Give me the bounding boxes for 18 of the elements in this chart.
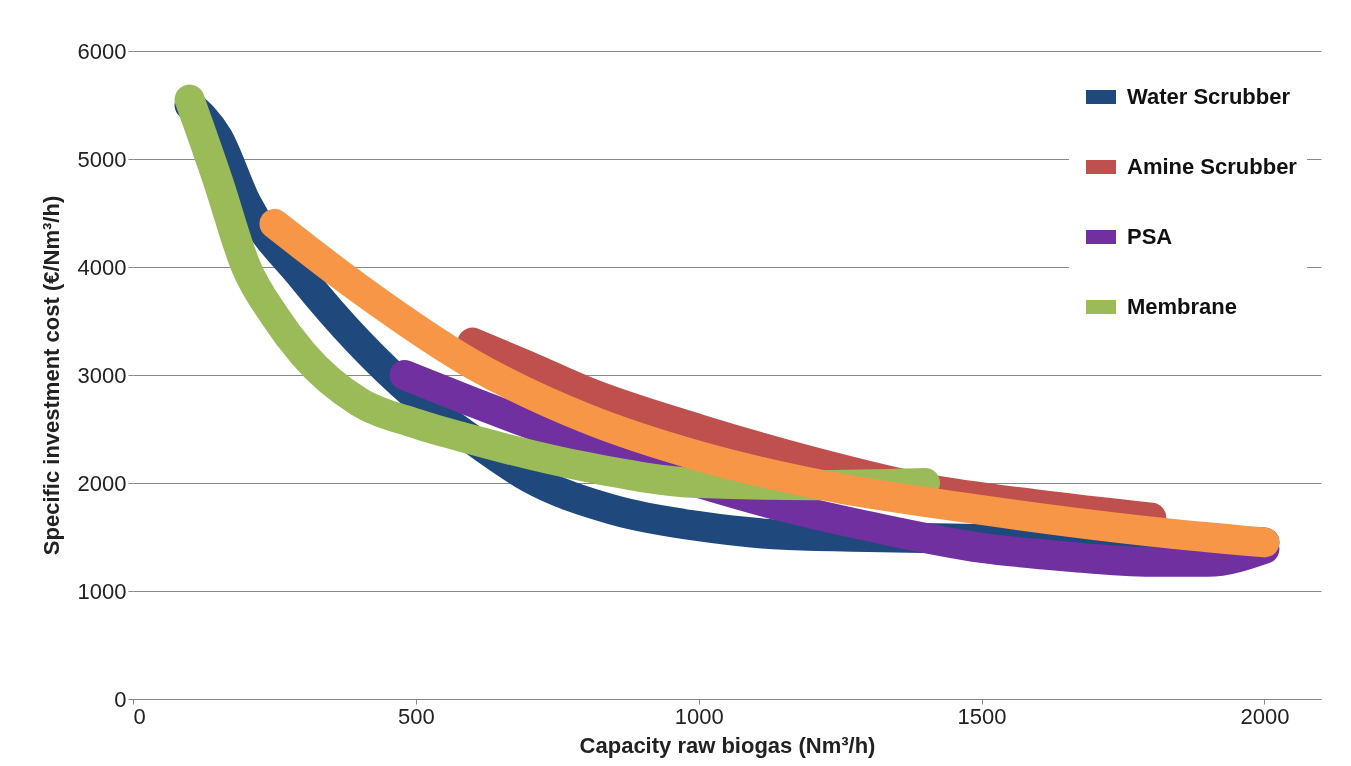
legend-label: PSA: [1127, 224, 1173, 249]
legend-label: Membrane: [1127, 294, 1238, 319]
y-tick-label: 5000: [77, 146, 127, 172]
y-tick-label: 0: [114, 686, 127, 712]
x-tick-label: 1000: [674, 703, 724, 729]
y-tick-label: 6000: [77, 38, 127, 64]
legend-label: Amine Scrubber: [1127, 154, 1298, 179]
y-tick-label: 1000: [77, 578, 127, 604]
legend-label: Water Scrubber: [1127, 84, 1291, 109]
x-tick-label: 2000: [1240, 703, 1290, 729]
x-tick-label: 0: [133, 703, 146, 729]
y-tick-label: 2000: [77, 470, 127, 496]
y-tick-label: 3000: [77, 362, 127, 388]
x-tick-label: 500: [398, 703, 435, 729]
y-axis-title: Specific investment cost (€/Nm³/h): [38, 195, 64, 556]
x-tick-label: 1500: [957, 703, 1007, 729]
x-axis-title: Capacity raw biogas (Nm³/h): [579, 732, 876, 758]
y-tick-label: 4000: [77, 254, 127, 280]
